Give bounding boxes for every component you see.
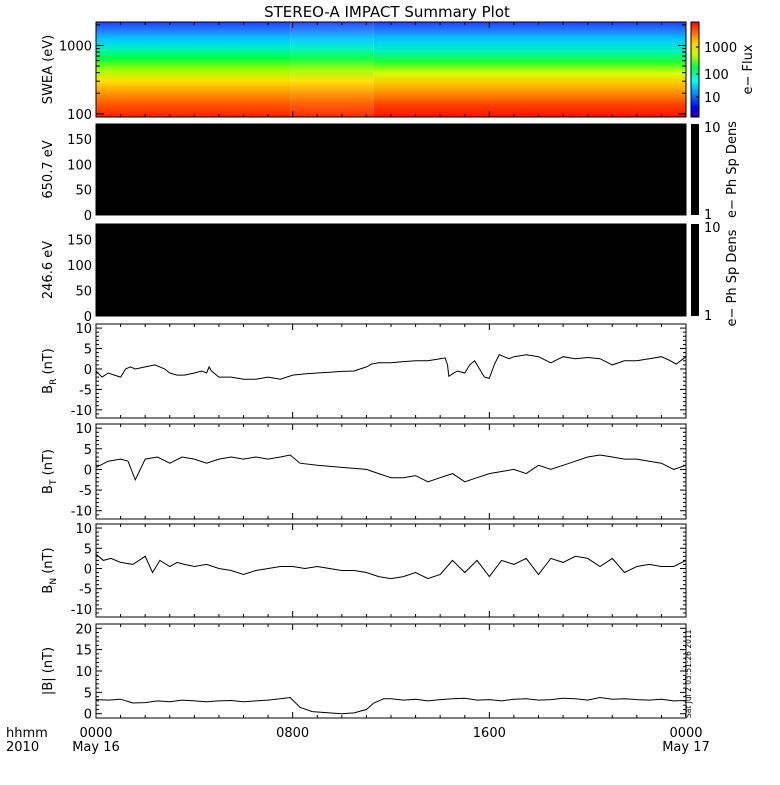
y-tick-label: 10 <box>75 322 92 337</box>
plot-title: STEREO-A IMPACT Summary Plot <box>264 3 510 21</box>
colorbar-label: e− Ph Sp Dens <box>725 229 740 326</box>
panel-frame <box>95 323 687 419</box>
y-tick-label: 0 <box>84 209 92 224</box>
panel-frame <box>95 423 687 520</box>
hhmm-label: hhmm <box>6 726 48 741</box>
y-tick-label: -5 <box>79 383 92 398</box>
colorbar-tick-label: 100 <box>704 68 729 83</box>
y-tick-label: 10 <box>75 422 92 437</box>
trace-bt <box>95 454 687 483</box>
year-label: 2010 <box>6 740 39 755</box>
panel-bn: -10 -5 0 5 10 BN (nT) <box>41 522 687 618</box>
y-axis-label: BN (nT) <box>41 547 59 593</box>
colorbar-tick-label: 1 <box>704 309 712 324</box>
y-tick-label: 0 <box>84 708 92 723</box>
y-tick-label: 5 <box>84 686 92 701</box>
y-axis-label: SWEA (eV) <box>41 35 56 104</box>
panel-ch-650: 0 50 100 150 10 1 e− Ph Sp Dens 650.7 eV <box>41 121 740 224</box>
panel-bt: -10 -5 0 5 10 BT (nT) <box>41 422 687 520</box>
colorbar-label: e− Ph Sp Dens <box>725 121 740 218</box>
panel-swea: 100 1000 10 100 1000 e− Flux SWEA (eV) <box>41 21 756 123</box>
trace-bn <box>95 553 687 580</box>
y-tick-label: 5 <box>84 443 92 458</box>
y-tick-label: -5 <box>79 583 92 598</box>
flux-colorbar <box>690 21 700 118</box>
colorbar-tick-label: 10 <box>704 91 721 106</box>
x-tick-label: 0000 <box>79 726 112 741</box>
y-tick-label: 15 <box>75 644 92 659</box>
x-tick-sublabel: May 17 <box>662 740 710 755</box>
colorbar-label: e− Flux <box>741 44 756 94</box>
y-tick-label: 150 <box>67 133 92 148</box>
swea-spectrogram-segment <box>373 22 686 117</box>
x-tick-sublabel: May 16 <box>72 740 120 755</box>
y-tick-label: 5 <box>84 343 92 358</box>
y-tick-label: 10 <box>75 665 92 680</box>
y-axis-label: |B| (nT) <box>41 647 56 695</box>
y-tick-label: 100 <box>67 259 92 274</box>
y-axis-label: 246.6 eV <box>41 241 56 299</box>
panel-ch-246: 0 50 100 150 10 1 e− Ph Sp Dens 246.6 eV <box>41 221 740 326</box>
y-tick-label: -5 <box>79 484 92 499</box>
empty-spectrogram <box>96 224 686 316</box>
y-tick-label: 20 <box>75 622 92 637</box>
y-tick-label: -10 <box>71 505 92 520</box>
colorbar-tick-label: 10 <box>704 121 721 136</box>
panel-br: -10 -5 0 5 10 BR (nT) <box>41 322 687 419</box>
y-tick-label: -10 <box>71 404 92 419</box>
panel-frame <box>95 623 687 719</box>
swea-spectrogram-segment <box>96 22 291 117</box>
swea-spectrogram-segment <box>290 22 374 117</box>
x-tick-label: 0000 <box>669 726 702 741</box>
trace-br <box>95 354 687 380</box>
x-tick-label: 1600 <box>473 726 506 741</box>
y-tick-label: 150 <box>67 233 92 248</box>
y-tick-label: 100 <box>67 108 92 123</box>
y-tick-label: -10 <box>71 603 92 618</box>
colorbar-tick-label: 10 <box>704 221 721 236</box>
timestamp-stamp: Sat Jul 2 03:51:26 2011 <box>684 629 693 718</box>
density-colorbar <box>691 224 699 316</box>
y-tick-label: 1000 <box>59 39 92 54</box>
y-tick-label: 0 <box>84 562 92 577</box>
x-tick-label: 0800 <box>276 726 309 741</box>
empty-spectrogram <box>96 124 686 215</box>
y-axis-label: BR (nT) <box>41 348 59 394</box>
panel-frame <box>95 523 687 618</box>
y-tick-label: 5 <box>84 542 92 557</box>
trace-bmag <box>95 696 687 715</box>
y-axis-label: BT (nT) <box>41 449 59 494</box>
y-tick-label: 0 <box>84 363 92 378</box>
y-tick-label: 50 <box>75 184 92 199</box>
density-colorbar <box>691 124 699 215</box>
y-tick-label: 0 <box>84 310 92 325</box>
y-tick-label: 50 <box>75 284 92 299</box>
y-tick-label: 0 <box>84 463 92 478</box>
y-axis-label: 650.7 eV <box>41 140 56 198</box>
y-tick-label: 100 <box>67 158 92 173</box>
panel-bmag: 0 5 10 15 20 |B| (nT) <box>41 622 687 723</box>
y-tick-label: 10 <box>75 522 92 537</box>
colorbar-tick-label: 1 <box>704 208 712 223</box>
colorbar-tick-label: 1000 <box>704 41 737 56</box>
